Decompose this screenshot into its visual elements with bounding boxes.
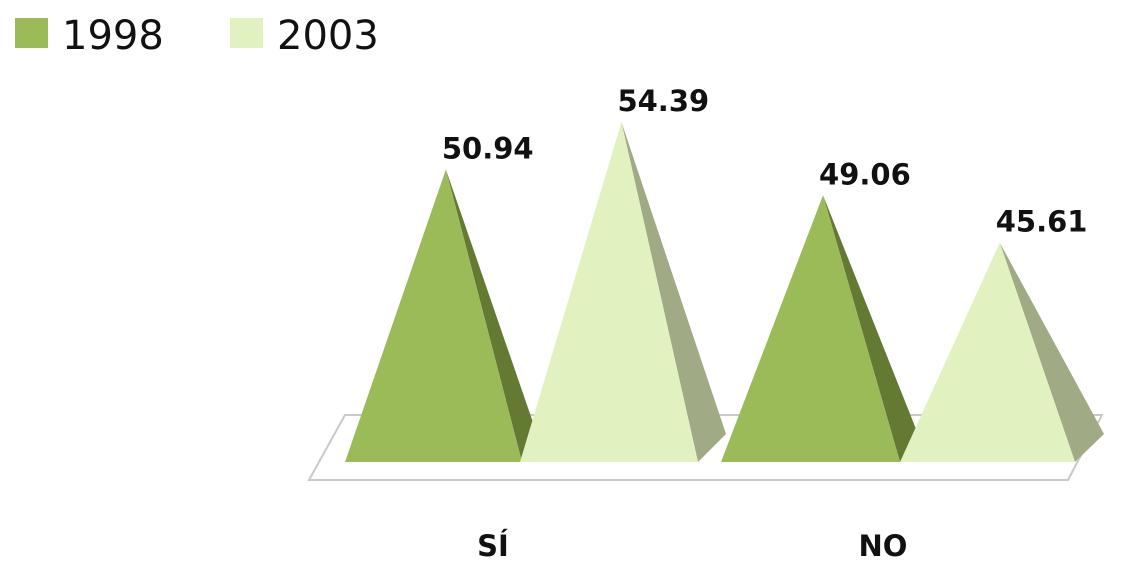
pyramid-front-1998-si bbox=[345, 169, 522, 462]
pyramid-side-1998-no bbox=[823, 195, 918, 462]
pyramid-side-1998-si bbox=[445, 169, 537, 462]
pyramid-side-2003-no bbox=[999, 242, 1104, 462]
legend-label-1998: 1998 bbox=[62, 13, 164, 59]
category-label-si: SÍ bbox=[477, 529, 509, 563]
category-labels: SÍ NO bbox=[477, 529, 907, 563]
value-label-1998-si: 50.94 bbox=[442, 131, 534, 165]
legend-swatch-1998 bbox=[15, 18, 48, 48]
value-label-2003-no: 45.61 bbox=[996, 205, 1088, 239]
legend: 1998 2003 bbox=[15, 13, 379, 59]
legend-swatch-2003 bbox=[230, 18, 263, 48]
pyramid-front-1998-no bbox=[721, 195, 900, 462]
pyramid-front-2003-si bbox=[520, 122, 698, 462]
value-label-1998-no: 49.06 bbox=[819, 157, 911, 191]
category-label-no: NO bbox=[859, 529, 908, 563]
value-label-2003-si: 54.39 bbox=[617, 84, 709, 118]
pyramid-front-2003-no bbox=[900, 242, 1075, 462]
pyramid-side-2003-si bbox=[621, 122, 726, 462]
legend-label-2003: 2003 bbox=[277, 13, 379, 59]
pyramid-marks: 50.94 54.39 49.06 45.61 bbox=[345, 84, 1104, 462]
